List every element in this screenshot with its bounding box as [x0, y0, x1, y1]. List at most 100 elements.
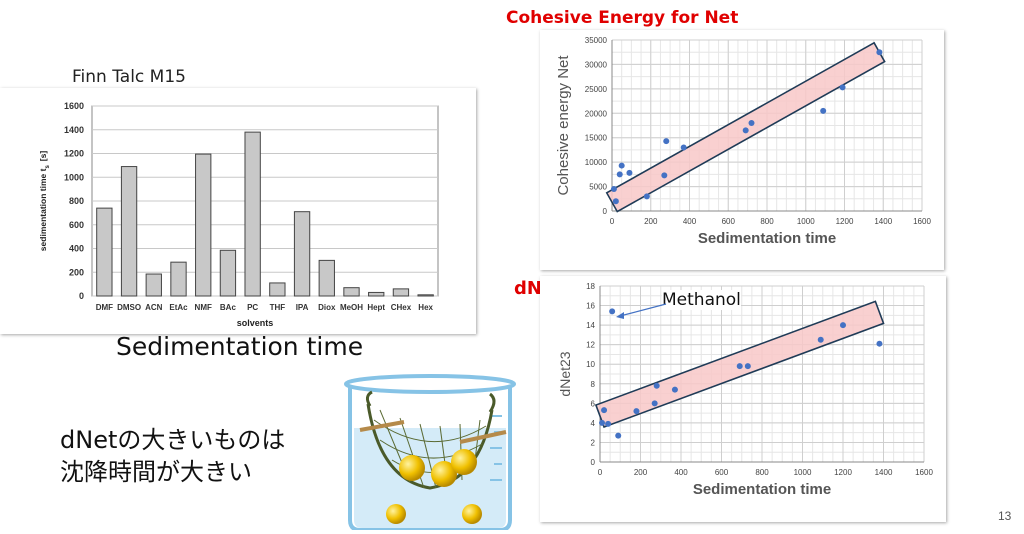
data-point	[601, 407, 608, 414]
data-point	[599, 419, 606, 426]
x-tick-label: NMF	[195, 303, 212, 312]
page-number: 13	[998, 509, 1012, 523]
y-tick-label: 20000	[585, 109, 608, 118]
x-tick-label: BAc	[220, 303, 237, 312]
y-tick-label: 0	[603, 207, 608, 216]
data-point	[839, 84, 846, 91]
x-tick-label: 1000	[797, 217, 815, 226]
dnet-scatter-chart: 0 200 400 600 800 1000 1200 1400 1600 0 2 4 6 8 10 12 14…	[557, 282, 933, 498]
data-point	[651, 400, 658, 407]
x-tick-label: THF	[270, 303, 286, 312]
x-tick-label: IPA	[296, 303, 309, 312]
bar	[368, 291, 385, 297]
y-tick-label: 5000	[589, 183, 607, 192]
y-axis-label: dNet23	[557, 351, 573, 396]
bar-chart-caption: Sedimentation time	[116, 332, 364, 361]
beaker-illustration	[344, 374, 516, 530]
data-point	[612, 198, 619, 205]
y-tick-label: 35000	[585, 36, 608, 45]
x-tick-label: 0	[598, 468, 603, 477]
data-point	[671, 386, 678, 393]
y-tick-label: 1600	[64, 101, 84, 111]
x-tick-label: 1000	[794, 468, 812, 477]
bar	[269, 282, 286, 297]
data-point	[643, 193, 650, 200]
y-tick-label: 1000	[64, 172, 84, 182]
bar	[170, 261, 187, 297]
y-tick-label: 30000	[585, 60, 608, 69]
y-tick-label: 800	[69, 196, 84, 206]
y-tick-label: 15000	[585, 134, 608, 143]
x-tick-label: 1200	[834, 468, 852, 477]
y-tick-label: 4	[591, 419, 596, 428]
x-tick-label: Hept	[367, 303, 385, 312]
y-tick-label: 1400	[64, 125, 84, 135]
bar	[343, 287, 360, 297]
bar	[219, 249, 237, 297]
data-point	[680, 144, 687, 151]
x-tick-label: Diox	[318, 303, 336, 312]
conclusion-note: dNetの大きいものは 沈降時間が大きい	[60, 424, 285, 488]
y-tick-label: 25000	[585, 85, 608, 94]
bar-chart: 0 200 400 600 800 1000 1200 1400 1600 DMF DMSO ACN E…	[38, 101, 439, 328]
data-point	[633, 408, 640, 415]
x-tick-label: 600	[722, 217, 736, 226]
bar	[244, 131, 261, 297]
data-point	[820, 107, 827, 114]
x-tick-label: DMF	[96, 303, 113, 312]
cohesive-chart-panel: 0 200 400 600 800 1000 1200 1400 1600 0 5000 10000 1…	[540, 30, 944, 270]
data-point	[742, 127, 749, 134]
y-axis-label-sub: s	[45, 165, 51, 169]
x-tick-label: 200	[644, 217, 658, 226]
y-tick-label: 0	[591, 458, 596, 467]
x-tick-label: EtAc	[169, 303, 188, 312]
x-tick-label: DMSO	[117, 303, 141, 312]
y-tick-label: 400	[69, 244, 84, 254]
y-axis-label-unit: [s]	[38, 151, 48, 162]
x-tick-label: 200	[634, 468, 648, 477]
data-point	[748, 120, 755, 127]
methanol-label: Methanol	[662, 290, 741, 310]
bar	[145, 273, 162, 297]
data-point	[610, 186, 617, 193]
x-tick-label: ACN	[145, 303, 163, 312]
x-tick-label: CHex	[391, 303, 412, 312]
x-tick-label: 1200	[836, 217, 854, 226]
x-tick-label: Hex	[418, 303, 433, 312]
bar	[392, 288, 410, 297]
data-point	[744, 363, 751, 370]
x-tick-label: MeOH	[340, 303, 363, 312]
dnet-chart-panel: 0 200 400 600 800 1000 1200 1400 1600 0 2 4 6 8 10 12 14…	[540, 276, 946, 522]
y-tick-label: 16	[586, 302, 595, 311]
y-tick-label: 10000	[585, 158, 608, 167]
bar	[120, 166, 138, 297]
bar	[417, 294, 434, 297]
x-tick-label: 0	[610, 217, 615, 226]
x-tick-label: 600	[715, 468, 729, 477]
data-point	[653, 382, 660, 389]
y-tick-label: 12	[586, 341, 595, 350]
y-axis-label: sedimentation time ts[s]	[38, 151, 51, 252]
data-point	[876, 49, 883, 56]
conclusion-line-1: dNetの大きいものは	[60, 426, 286, 454]
finn-talc-label: Finn Talc M15	[72, 67, 186, 87]
x-tick-label: PC	[247, 303, 258, 312]
y-tick-label: 14	[586, 321, 595, 330]
y-tick-label: 18	[586, 282, 595, 291]
x-tick-label: 800	[760, 217, 774, 226]
x-tick-label: 1400	[874, 217, 892, 226]
bar	[96, 207, 113, 297]
data-point	[615, 432, 622, 439]
x-axis-label: Sedimentation time	[693, 481, 831, 498]
bar	[293, 211, 311, 297]
data-point	[840, 322, 846, 329]
cohesive-chart-title: Cohesive Energy for Net	[500, 8, 745, 28]
y-tick-label: 6	[591, 399, 596, 408]
x-axis-label: Sedimentation time	[698, 230, 836, 247]
data-point	[626, 169, 633, 176]
data-point	[817, 336, 824, 343]
data-point	[663, 138, 670, 145]
x-tick-label: 1600	[915, 468, 933, 477]
data-point	[876, 340, 883, 347]
cohesive-scatter-chart: 0 200 400 600 800 1000 1200 1400 1600 0 5000 10000 1…	[555, 36, 931, 247]
